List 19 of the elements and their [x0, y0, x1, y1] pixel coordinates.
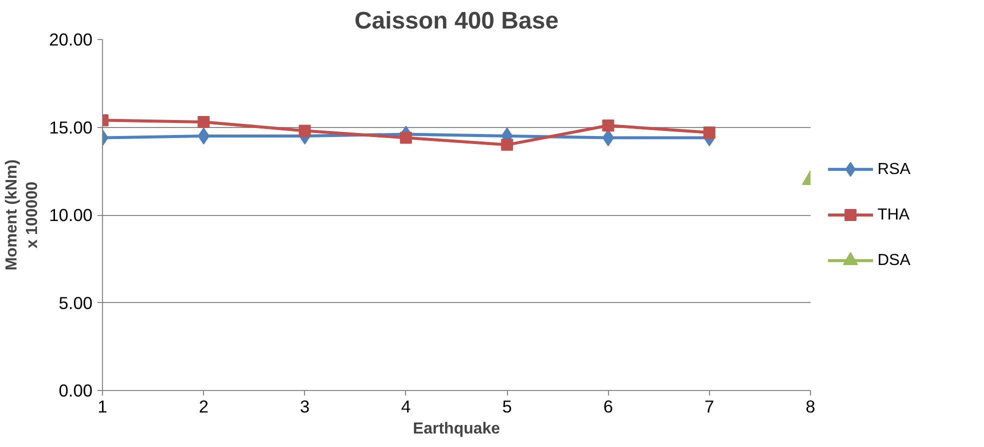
x-tick-label: 3: [300, 396, 310, 416]
legend-label: THA: [878, 206, 910, 224]
chart-title: Caisson 400 Base: [354, 8, 559, 34]
legend-label: RSA: [878, 160, 911, 178]
x-tick-label: 1: [98, 396, 108, 416]
y-axis-title: Moment (kNm) x 100000: [4, 159, 42, 271]
x-tick-label: 7: [704, 396, 714, 416]
x-tick-label: 4: [401, 396, 412, 416]
y-tick-label: 5.00: [58, 292, 93, 313]
y-tick-label: 10.00: [49, 205, 93, 225]
x-tick-label: 8: [806, 396, 816, 416]
y-tick-label: 15.00: [49, 117, 93, 138]
legend-label: DSA: [878, 252, 911, 270]
x-tick-label: 5: [502, 396, 512, 416]
y-tick-label: 20.00: [49, 30, 93, 50]
x-axis-title: Earthquake: [412, 420, 500, 438]
x-tick-label: 2: [198, 396, 208, 416]
y-tick-label: 0.00: [58, 380, 93, 400]
x-tick-label: 6: [603, 396, 614, 416]
